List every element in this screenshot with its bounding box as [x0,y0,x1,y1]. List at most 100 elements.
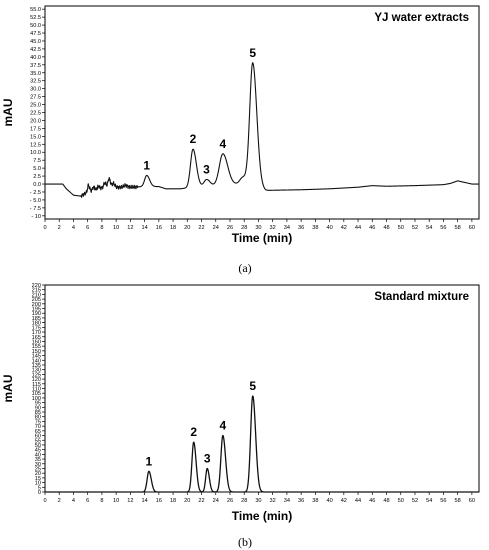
y-tick-label: 30.0 [30,87,41,93]
plot-frame [44,284,480,493]
y-tick-label: 15.0 [30,134,41,140]
x-tick-label: 4 [72,498,75,504]
x-tick-label: 0 [43,225,46,231]
x-tick-label: 58 [455,498,461,504]
y-tick-label: 120 [32,377,41,383]
x-tick-label: 14 [141,225,147,231]
y-tick-label: 35 [35,457,41,463]
x-tick-label: 38 [312,498,318,504]
y-tick-label: 10 [35,481,41,487]
x-tick-label: 46 [369,498,375,504]
y-tick-label: 40.0 [30,55,41,61]
x-tick-label: 56 [440,225,446,231]
y-tick-label: - 5.0 [30,198,41,204]
x-tick-label: 22 [198,498,204,504]
x-tick-label: 46 [369,225,375,231]
x-tick-label: 60 [469,498,475,504]
y-tick-label: 160 [32,339,41,345]
peak-label-3: 3 [203,162,210,176]
y-tick-label: 150 [32,349,41,355]
x-tick-label: 56 [440,498,446,504]
x-tick-label: 32 [270,225,276,231]
peak-label-2: 2 [190,425,197,439]
peak-label-3: 3 [204,451,211,465]
y-tick-label: 135 [32,363,41,369]
y-tick-label: 190 [32,311,41,317]
x-tick-label: 42 [341,225,347,231]
x-tick-label: 40 [326,498,332,504]
chromatogram-trace [44,395,480,493]
peak-label-1: 1 [143,158,150,172]
x-tick-label: 50 [398,225,404,231]
y-tick-label: - 10 [31,214,41,220]
y-tick-label: 130 [32,368,41,374]
y-tick-label: 105 [32,391,41,397]
x-tick-label: 40 [326,225,332,231]
chromatogram-trace [44,62,480,198]
x-tick-label: 14 [141,498,147,504]
y-tick-label: 30 [35,462,41,468]
x-tick-label: 24 [213,498,219,504]
x-tick-label: 42 [341,498,347,504]
y-axis-title: mAU [1,98,15,126]
y-tick-label: - 2.5 [30,190,41,196]
y-tick-label: 25 [35,466,41,472]
x-tick-label: 18 [170,498,176,504]
y-tick-label: 42.5 [30,47,41,53]
y-tick-label: - 7.5 [30,206,41,212]
y-tick-label: 15 [35,476,41,482]
x-tick-label: 32 [270,498,276,504]
x-tick-label: 20 [184,498,190,504]
x-tick-label: 44 [355,498,361,504]
x-tick-label: 54 [426,498,432,504]
x-tick-label: 60 [469,225,475,231]
y-tick-label: 20 [35,471,41,477]
x-tick-label: 8 [100,498,103,504]
x-tick-label: 28 [241,225,247,231]
y-tick-label: 210 [32,292,41,298]
x-tick-label: 26 [227,225,233,231]
x-tick-label: 4 [72,225,75,231]
y-tick-label: 50.0 [30,23,41,29]
y-tick-label: 7.5 [33,158,41,164]
x-tick-label: 10 [113,498,119,504]
y-axis-title: mAU [1,374,15,402]
x-tick-label: 52 [412,225,418,231]
y-tick-label: 45.0 [30,39,41,45]
y-tick-label: 2.5 [33,174,41,180]
y-tick-label: 0.0 [33,182,41,188]
y-tick-label: 155 [32,344,41,350]
y-tick-label: 5 [38,485,41,491]
peak-label-2: 2 [190,132,197,146]
x-tick-label: 20 [184,225,190,231]
panel-caption: (b) [238,535,252,549]
x-tick-label: 12 [127,498,133,504]
x-tick-label: 52 [412,498,418,504]
y-tick-label: 32.5 [30,79,41,85]
peak-label-5: 5 [249,46,256,60]
y-tick-label: 175 [32,325,41,331]
y-tick-label: 5.0 [33,166,41,172]
y-tick-label: 90 [35,405,41,411]
y-tick-label: 95 [35,401,41,407]
y-tick-label: 25.0 [30,103,41,109]
panel-caption: (a) [238,261,251,275]
x-tick-label: 50 [398,498,404,504]
y-tick-label: 55 [35,438,41,444]
y-tick-label: 180 [32,321,41,327]
peak-label-4: 4 [220,137,227,151]
chart-panel-a: - 10 - 7.5 - 5.0 - 2.5 0.0 2.5 5.0 7.5 10.0 12.5 1… [1,5,480,275]
x-tick-label: 24 [213,225,219,231]
y-tick-label: 185 [32,316,41,322]
x-tick-label: 28 [241,498,247,504]
chart-panel-b: 0510152025303540455055606570758085909510… [1,283,480,549]
y-tick-label: 22.5 [30,111,41,117]
y-tick-label: 110 [32,387,41,393]
y-tick-label: 85 [35,410,41,416]
y-tick-label: 12.5 [30,142,41,148]
y-tick-label: 195 [32,307,41,313]
y-tick-label: 0 [38,490,41,496]
x-tick-label: 44 [355,225,361,231]
x-tick-label: 6 [86,498,89,504]
